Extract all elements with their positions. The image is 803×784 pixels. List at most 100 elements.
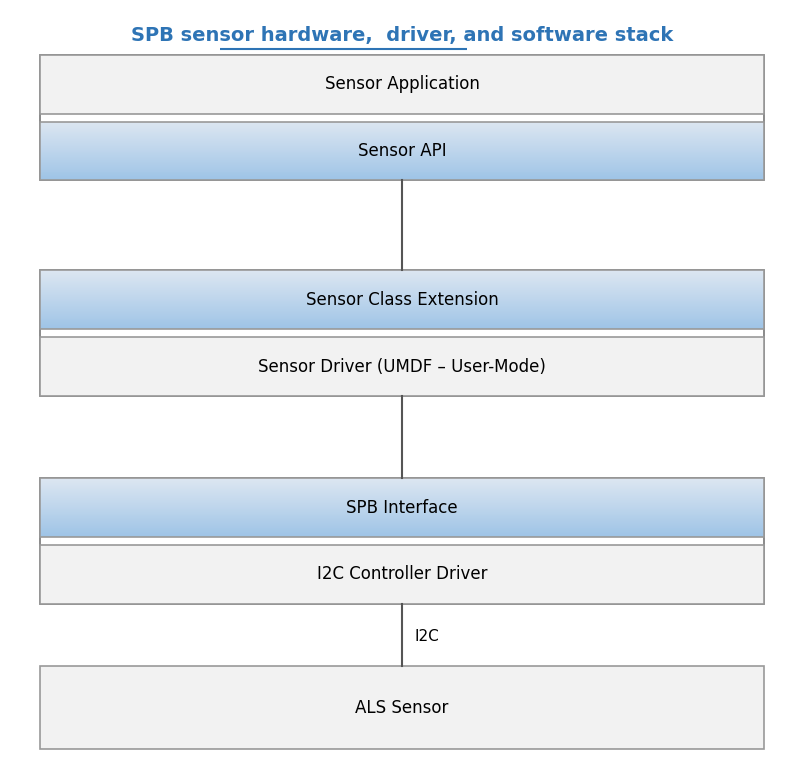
Bar <box>40 317 763 318</box>
Bar <box>40 337 763 396</box>
Bar <box>40 491 763 492</box>
Bar <box>40 138 763 140</box>
Bar <box>40 305 763 306</box>
Bar <box>40 318 763 320</box>
Bar <box>40 293 763 294</box>
Bar <box>40 155 763 156</box>
Bar <box>40 123 763 125</box>
Bar <box>40 286 763 287</box>
Bar <box>40 147 763 148</box>
Bar <box>40 535 763 536</box>
Bar <box>40 292 763 293</box>
Bar <box>40 289 763 290</box>
Bar <box>40 177 763 179</box>
Bar <box>40 160 763 161</box>
Bar <box>40 478 763 479</box>
Bar <box>40 296 763 297</box>
Bar <box>40 297 763 298</box>
Bar <box>40 496 763 497</box>
Bar <box>40 514 763 516</box>
Bar <box>40 486 763 487</box>
Bar <box>40 497 763 498</box>
Bar <box>40 176 763 177</box>
Bar <box>40 149 763 150</box>
Bar <box>40 498 763 499</box>
Bar <box>40 492 763 493</box>
Bar <box>40 145 763 146</box>
Bar <box>40 304 763 305</box>
Bar <box>40 490 763 491</box>
Bar <box>40 478 763 537</box>
Bar <box>40 143 763 144</box>
Bar <box>40 299 763 300</box>
Bar <box>40 505 763 506</box>
Bar <box>40 495 763 496</box>
Bar <box>40 512 763 513</box>
Bar <box>40 525 763 526</box>
Bar <box>40 487 763 488</box>
Bar <box>40 169 763 171</box>
Bar <box>40 500 763 501</box>
Bar <box>40 314 763 316</box>
Bar <box>40 532 763 533</box>
Bar <box>40 312 763 313</box>
Bar <box>40 133 763 134</box>
Bar <box>40 164 763 165</box>
Bar <box>40 482 763 483</box>
Bar <box>40 175 763 176</box>
Bar <box>40 140 763 141</box>
Bar <box>40 281 763 282</box>
Bar <box>40 287 763 289</box>
Bar <box>40 130 763 131</box>
Bar <box>40 282 763 283</box>
Bar <box>40 137 763 138</box>
Bar <box>40 666 763 749</box>
Bar <box>40 506 763 508</box>
Bar <box>40 135 763 136</box>
Bar <box>40 173 763 175</box>
Bar <box>40 161 763 162</box>
Bar <box>40 481 763 482</box>
Bar <box>40 510 763 512</box>
Bar <box>40 142 763 143</box>
Bar <box>40 508 763 509</box>
Bar <box>40 309 763 310</box>
Bar <box>40 136 763 137</box>
Bar <box>40 131 763 132</box>
Bar <box>40 168 763 169</box>
Bar <box>40 302 763 303</box>
Bar <box>40 55 763 114</box>
Bar <box>40 545 763 604</box>
Bar <box>40 294 763 295</box>
Bar <box>40 316 763 317</box>
Bar <box>40 485 763 486</box>
Bar <box>40 321 763 322</box>
Bar <box>40 310 763 312</box>
Bar <box>40 171 763 172</box>
Bar <box>40 524 763 525</box>
Bar <box>40 270 763 329</box>
Bar <box>40 322 763 324</box>
Bar <box>40 509 763 510</box>
Bar <box>40 154 763 155</box>
Bar <box>40 530 763 532</box>
Bar <box>40 122 763 180</box>
Bar <box>40 326 763 328</box>
Bar <box>40 517 763 518</box>
Bar <box>40 303 763 304</box>
Bar <box>40 488 763 489</box>
Text: Sensor Class Extension: Sensor Class Extension <box>305 291 498 309</box>
Bar <box>40 534 763 535</box>
Bar <box>40 270 763 271</box>
Bar <box>40 126 763 128</box>
Bar <box>40 518 763 519</box>
Bar <box>40 328 763 329</box>
Bar <box>40 162 763 163</box>
Text: I2C Controller Driver: I2C Controller Driver <box>316 565 487 583</box>
Bar <box>40 313 763 314</box>
Bar <box>40 300 763 301</box>
Bar <box>40 291 763 292</box>
Bar <box>40 148 763 149</box>
Bar <box>40 167 763 168</box>
Bar <box>40 325 763 326</box>
